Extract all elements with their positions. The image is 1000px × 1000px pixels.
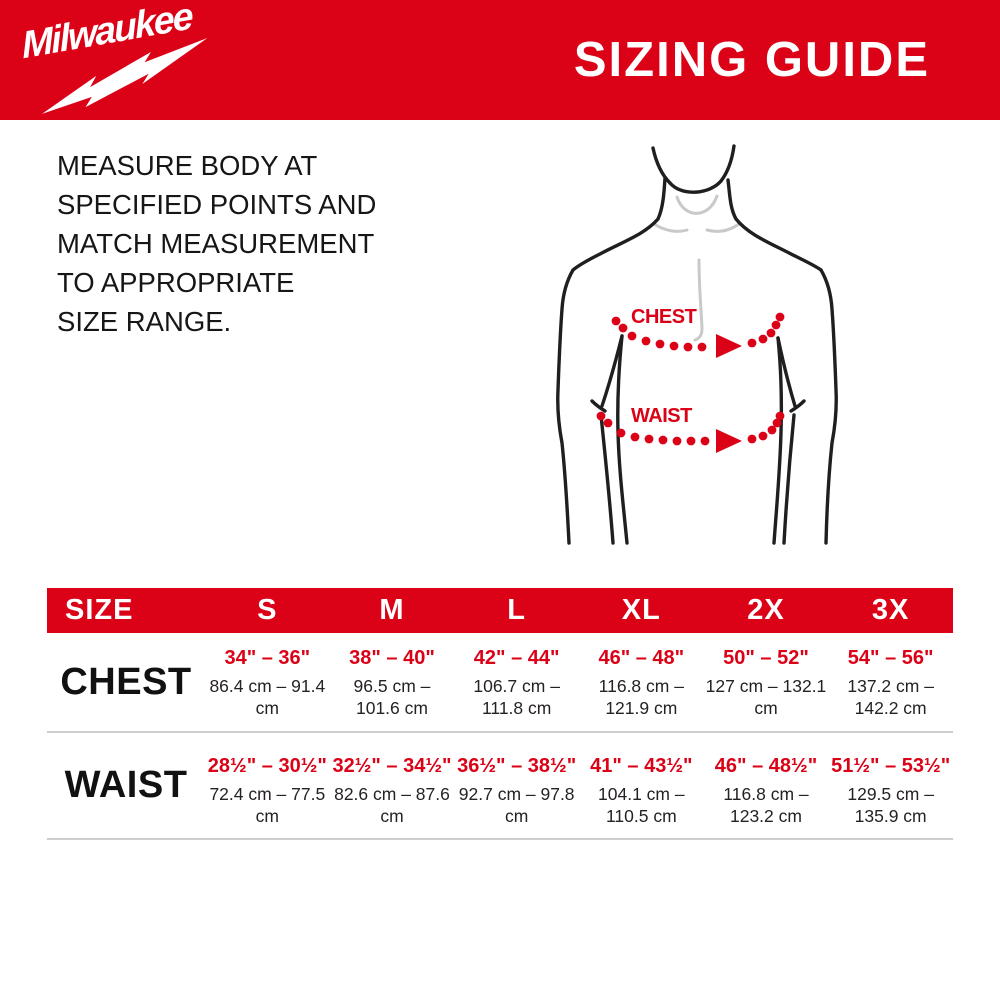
milwaukee-logo: Milwaukee ® bbox=[19, 0, 239, 129]
chest-cell-m: 38" – 40" 96.5 cm – 101.6 cm bbox=[330, 633, 455, 731]
column-header-xl: XL bbox=[621, 594, 661, 626]
chest-row: CHEST 34" – 36" 86.4 cm – 91.4 cm 38" – … bbox=[47, 633, 953, 731]
cm-range: 127 cm – 132.1 cm bbox=[705, 676, 827, 718]
instruction-line: MATCH MEASUREMENT bbox=[57, 228, 375, 259]
cm-range: 106.7 cm – 111.8 cm bbox=[473, 676, 560, 718]
page-title: SIZING GUIDE bbox=[573, 33, 930, 87]
inches-range: 42" – 44" bbox=[473, 647, 560, 669]
row-divider bbox=[47, 731, 953, 733]
cm-range: 137.2 cm – 142.2 cm bbox=[847, 676, 934, 718]
inches-range: 46" – 48½" bbox=[714, 755, 818, 777]
instruction-line: SPECIFIED POINTS AND bbox=[57, 189, 377, 220]
chest-row-label: CHEST bbox=[60, 660, 192, 703]
inches-range: 34" – 36" bbox=[224, 647, 311, 669]
column-header-2x: 2X bbox=[747, 594, 785, 626]
torso-outline bbox=[556, 144, 838, 545]
inches-range: 50" – 52" bbox=[723, 647, 809, 669]
inches-range: 41" – 43½" bbox=[590, 755, 693, 777]
instructions-text: MEASURE BODY AT SPECIFIED POINTS AND MAT… bbox=[57, 146, 376, 341]
torso-detail-lines bbox=[652, 194, 741, 342]
inches-range: 51½" – 53½" bbox=[831, 755, 951, 777]
column-header-3x: 3X bbox=[871, 594, 910, 626]
cm-range: 92.7 cm – 97.8 cm bbox=[458, 784, 575, 826]
lightning-bolt-icon bbox=[42, 37, 208, 114]
cm-range: 86.4 cm – 91.4 cm bbox=[209, 676, 326, 718]
size-table-header: SIZE S M L XL 2X 3X bbox=[47, 588, 953, 633]
inches-range: 28½" – 30½" bbox=[207, 755, 327, 777]
chest-cell-l: 42" – 44" 106.7 cm – 111.8 cm bbox=[454, 633, 579, 731]
chest-cell-xl: 46" – 48" 116.8 cm – 121.9 cm bbox=[579, 633, 704, 731]
waist-cell-s: 28½" – 30½" 72.4 cm – 77.5 cm bbox=[205, 733, 330, 838]
waist-row: WAIST 28½" – 30½" 72.4 cm – 77.5 cm 32½"… bbox=[47, 733, 953, 838]
column-header-s: S bbox=[257, 594, 278, 626]
waist-cell-l: 36½" – 38½" 92.7 cm – 97.8 cm bbox=[454, 733, 579, 838]
body-measurement-diagram: CHEST WAIST bbox=[556, 144, 838, 545]
inches-range: 36½" – 38½" bbox=[457, 755, 577, 777]
waist-measure-label: WAIST bbox=[631, 405, 692, 427]
waist-arrow-icon bbox=[716, 429, 742, 453]
cm-range: 129.5 cm – 135.9 cm bbox=[847, 784, 934, 826]
row-divider bbox=[47, 838, 953, 840]
column-header-m: M bbox=[379, 594, 405, 626]
inches-range: 38" – 40" bbox=[349, 647, 435, 669]
chest-cell-s: 34" – 36" 86.4 cm – 91.4 cm bbox=[205, 633, 330, 731]
cm-range: 82.6 cm – 87.6 cm bbox=[334, 784, 450, 826]
waist-cell-3x: 51½" – 53½" 129.5 cm – 135.9 cm bbox=[828, 733, 953, 838]
chest-cell-2x: 50" – 52" 127 cm – 132.1 cm bbox=[704, 633, 829, 731]
chest-cell-3x: 54" – 56" 137.2 cm – 142.2 cm bbox=[828, 633, 953, 731]
inches-range: 32½" – 34½" bbox=[332, 755, 452, 777]
waist-cell-xl: 41" – 43½" 104.1 cm – 110.5 cm bbox=[579, 733, 704, 838]
chest-arrow-icon bbox=[716, 334, 742, 358]
inches-range: 46" – 48" bbox=[598, 647, 685, 669]
cm-range: 116.8 cm – 121.9 cm bbox=[598, 676, 684, 718]
waist-cell-m: 32½" – 34½" 82.6 cm – 87.6 cm bbox=[330, 733, 455, 838]
waist-cell-2x: 46" – 48½" 116.8 cm – 123.2 cm bbox=[704, 733, 829, 838]
cm-range: 104.1 cm – 110.5 cm bbox=[598, 784, 685, 826]
cm-range: 96.5 cm – 101.6 cm bbox=[353, 676, 431, 718]
instruction-line: TO APPROPRIATE bbox=[57, 267, 295, 298]
chest-measure-label: CHEST bbox=[631, 306, 697, 328]
size-column-header: SIZE bbox=[65, 594, 134, 626]
instruction-line: SIZE RANGE. bbox=[57, 306, 232, 337]
waist-measure-line: WAIST bbox=[596, 405, 785, 453]
column-header-l: L bbox=[507, 594, 527, 626]
chest-measure-line: CHEST bbox=[611, 306, 785, 358]
instruction-line: MEASURE BODY AT bbox=[57, 150, 318, 181]
cm-range: 72.4 cm – 77.5 cm bbox=[209, 784, 326, 826]
waist-row-label: WAIST bbox=[64, 764, 188, 806]
header-banner: Milwaukee ® SIZING GUIDE bbox=[0, 0, 1000, 120]
inches-range: 54" – 56" bbox=[847, 647, 934, 669]
cm-range: 116.8 cm – 123.2 cm bbox=[723, 784, 809, 826]
